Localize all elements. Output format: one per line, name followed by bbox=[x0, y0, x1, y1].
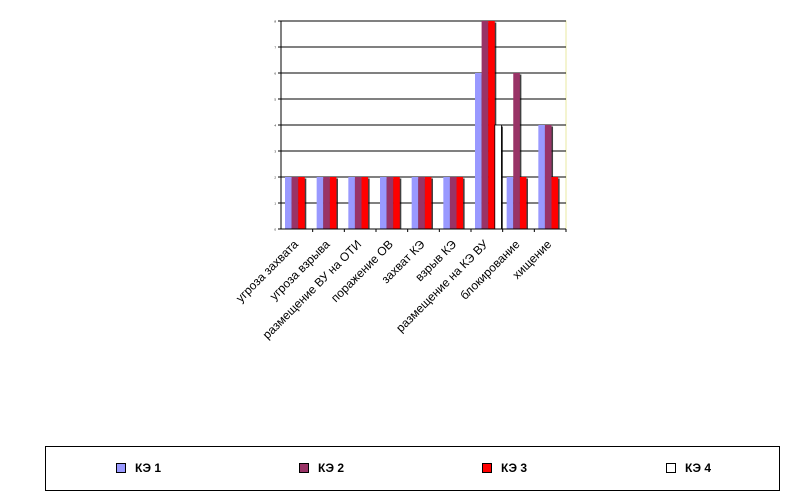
legend-swatch bbox=[482, 463, 492, 473]
legend-swatch bbox=[116, 463, 126, 473]
bar bbox=[519, 177, 527, 229]
legend-label: КЭ 3 bbox=[501, 461, 528, 475]
bar bbox=[538, 125, 545, 229]
legend-label: КЭ 2 bbox=[318, 461, 345, 475]
y-tick-label: 3 bbox=[274, 150, 276, 154]
legend-label: КЭ 1 bbox=[135, 461, 162, 475]
y-tick-label: 4 bbox=[274, 124, 276, 128]
bar bbox=[411, 177, 419, 229]
bar bbox=[551, 177, 559, 229]
bar bbox=[361, 177, 369, 229]
bar bbox=[393, 177, 400, 229]
bar bbox=[380, 177, 387, 229]
bar bbox=[323, 177, 330, 229]
bar bbox=[443, 177, 450, 229]
legend-swatch bbox=[666, 463, 676, 473]
bar bbox=[475, 73, 482, 229]
y-tick-label: 5 bbox=[274, 98, 276, 102]
bar bbox=[481, 21, 489, 229]
bar bbox=[544, 125, 552, 229]
bar bbox=[449, 177, 457, 229]
bar bbox=[488, 21, 495, 229]
bar bbox=[354, 177, 362, 229]
bars bbox=[285, 21, 560, 230]
bar bbox=[418, 177, 425, 229]
bar bbox=[316, 177, 324, 229]
bar bbox=[424, 177, 432, 229]
bar bbox=[298, 177, 305, 229]
y-tick-label: 8 bbox=[274, 20, 276, 24]
y-tick-label: 2 bbox=[274, 176, 276, 180]
y-tick-labels: 0 1 2 3 4 5 6 7 8 bbox=[274, 20, 281, 232]
bar bbox=[386, 177, 394, 229]
bar bbox=[291, 177, 299, 229]
y-tick-label: 0 bbox=[274, 228, 276, 232]
legend-item-ke2: КЭ 2 bbox=[299, 461, 344, 475]
bar bbox=[494, 124, 502, 230]
legend: КЭ 1 КЭ 2 КЭ 3 КЭ 4 bbox=[45, 446, 780, 491]
bar bbox=[285, 177, 292, 229]
bar bbox=[513, 73, 520, 229]
y-tick-label: 6 bbox=[274, 72, 276, 76]
legend-item-ke4: КЭ 4 bbox=[666, 461, 711, 475]
legend-item-ke1: КЭ 1 bbox=[116, 461, 161, 475]
legend-item-ke3: КЭ 3 bbox=[482, 461, 527, 475]
legend-label: КЭ 4 bbox=[685, 461, 712, 475]
bar bbox=[506, 177, 514, 229]
bar bbox=[329, 177, 337, 229]
y-tick-label: 7 bbox=[274, 46, 276, 50]
bar bbox=[348, 177, 355, 229]
y-tick-label: 1 bbox=[274, 202, 276, 206]
legend-swatch bbox=[299, 463, 309, 473]
bar bbox=[456, 177, 464, 229]
